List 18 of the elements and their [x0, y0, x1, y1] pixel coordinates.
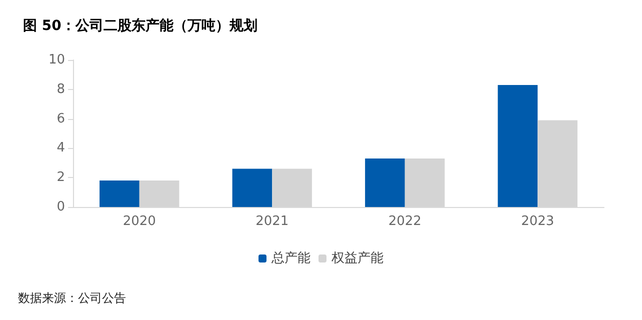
- legend-label: 总产能: [270, 251, 310, 266]
- chart-title: 图 50：公司二股东产能（万吨）规划: [23, 17, 258, 34]
- y-tick-label: 2: [56, 170, 65, 186]
- y-tick-label: 6: [56, 111, 65, 126]
- x-tick-label: 2020: [122, 214, 156, 229]
- bar: [232, 168, 272, 207]
- bar: [498, 84, 538, 207]
- y-tick-label: 10: [48, 52, 65, 68]
- bar: [365, 158, 405, 207]
- y-tick-label: 0: [56, 200, 65, 214]
- y-tick-label: 4: [56, 140, 65, 156]
- x-tick-label: 2023: [521, 214, 554, 229]
- source-note: 数据来源：公司公告: [18, 291, 126, 305]
- bar: [100, 180, 140, 207]
- y-tick-label: 8: [56, 82, 65, 97]
- x-tick-label: 2021: [256, 214, 289, 229]
- legend-label: 权益产能: [330, 251, 384, 266]
- x-tick-label: 2022: [388, 214, 422, 229]
